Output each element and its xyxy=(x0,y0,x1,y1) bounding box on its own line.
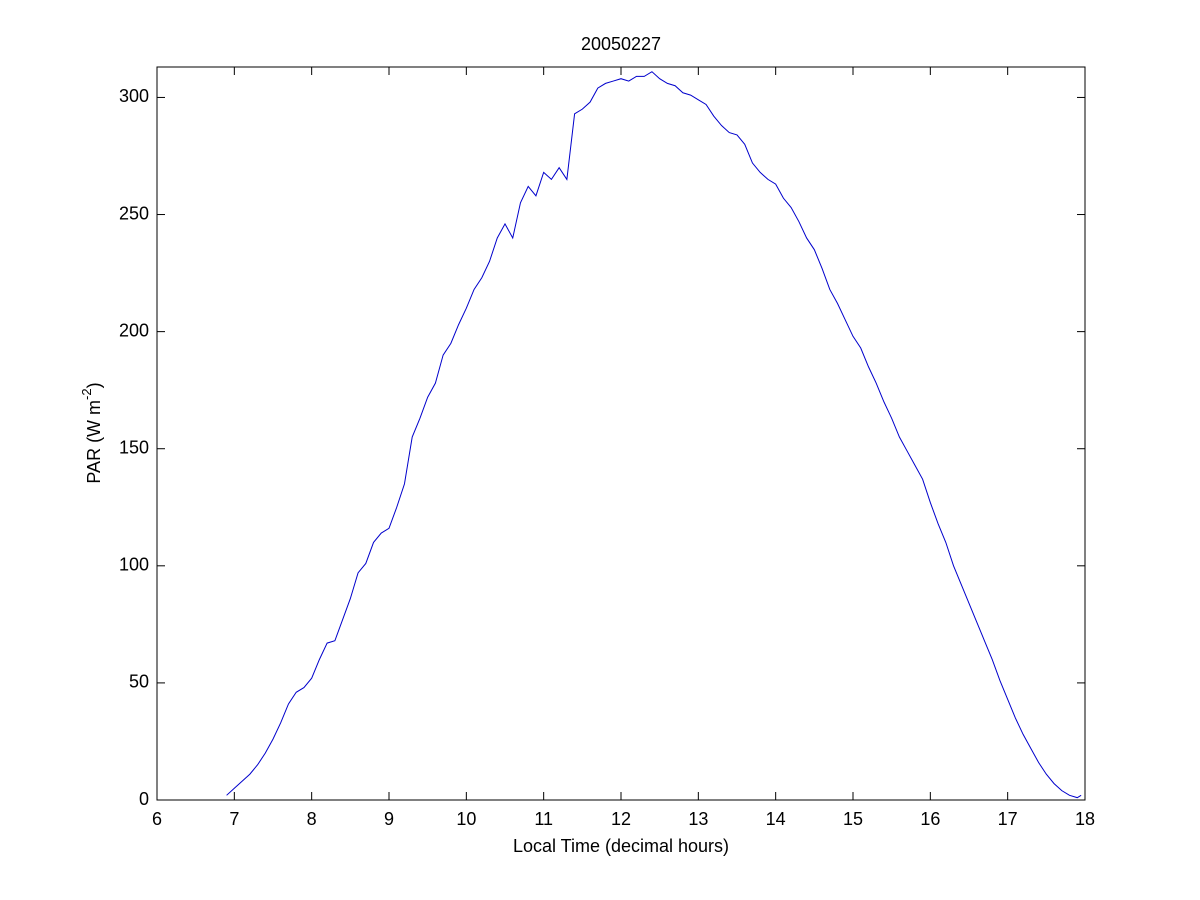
y-tick-label: 150 xyxy=(119,437,149,457)
x-tick-label: 12 xyxy=(611,809,631,829)
x-tick-label: 7 xyxy=(229,809,239,829)
x-tick-label: 9 xyxy=(384,809,394,829)
y-label-text: PAR (W m xyxy=(84,400,104,484)
x-tick-label: 16 xyxy=(920,809,940,829)
x-tick-label: 17 xyxy=(998,809,1018,829)
y-tick-label: 100 xyxy=(119,555,149,575)
axes-box xyxy=(156,66,1086,801)
x-tick-label: 6 xyxy=(152,809,162,829)
y-label-text: ) xyxy=(84,382,104,388)
x-tick-label: 15 xyxy=(843,809,863,829)
x-axis-label: Local Time (decimal hours) xyxy=(513,836,729,856)
x-tick-label: 14 xyxy=(766,809,786,829)
chart-title: 20050227 xyxy=(581,34,661,54)
data-line xyxy=(226,71,1082,799)
y-axis-label: PAR (W m-2) xyxy=(79,382,103,483)
y-tick-label: 300 xyxy=(119,86,149,106)
x-tick-label: 10 xyxy=(456,809,476,829)
x-tick-label: 18 xyxy=(1075,809,1095,829)
y-tick-label: 250 xyxy=(119,203,149,223)
y-tick-label: 50 xyxy=(129,672,149,692)
y-tick-label: 200 xyxy=(119,320,149,340)
x-tick-label: 11 xyxy=(534,809,553,829)
x-tick-label: 8 xyxy=(307,809,317,829)
y-label-sup: -2 xyxy=(79,388,94,400)
x-tick-label: 13 xyxy=(688,809,708,829)
y-tick-label: 0 xyxy=(139,789,149,809)
